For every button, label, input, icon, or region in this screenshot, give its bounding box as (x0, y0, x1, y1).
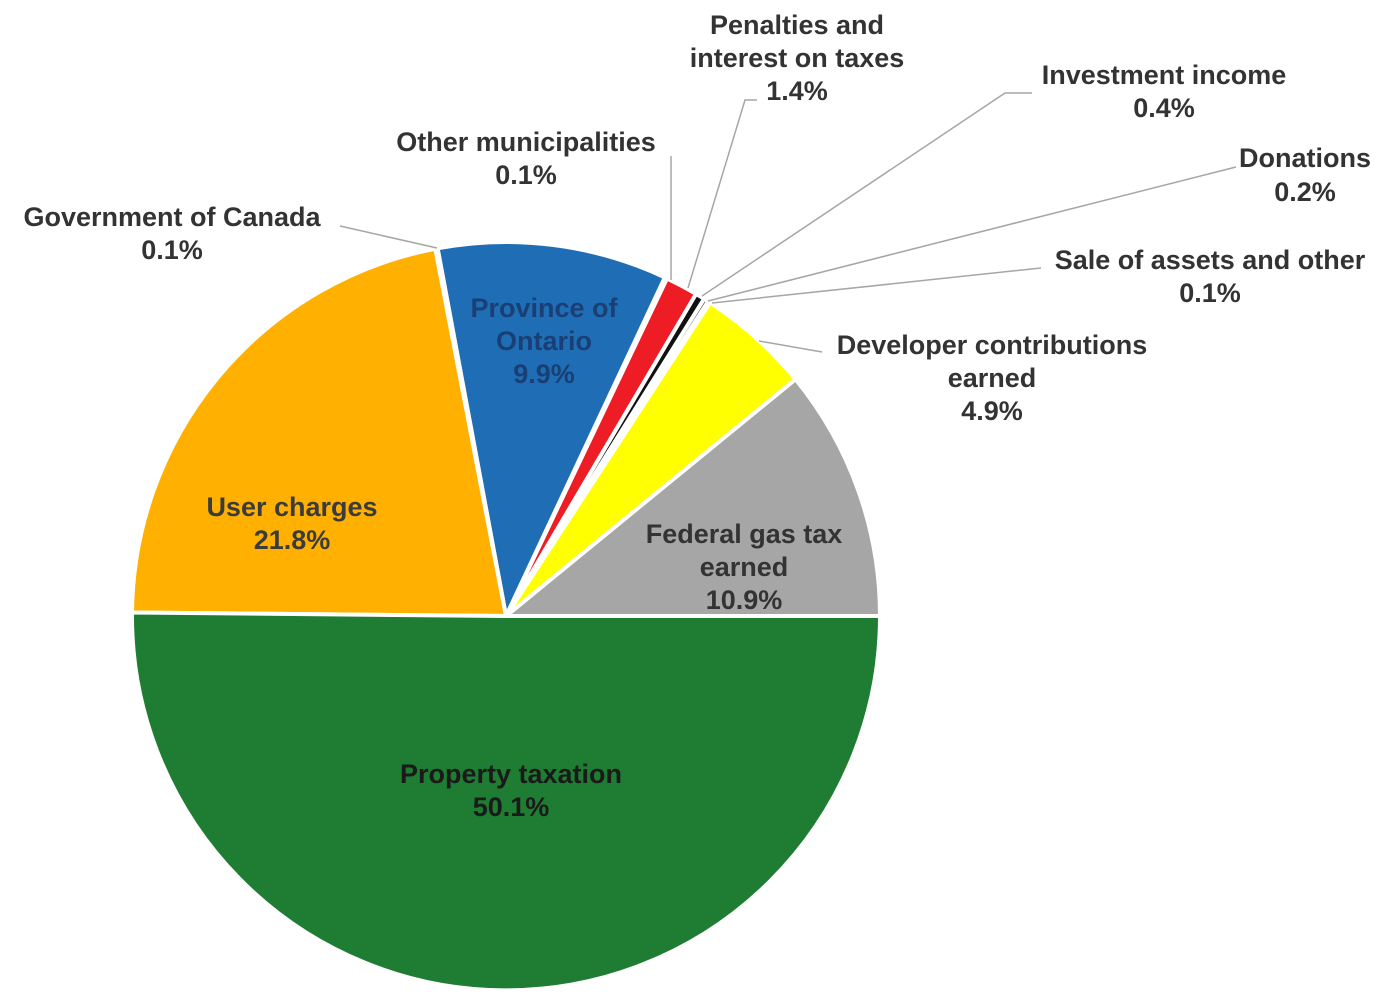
slice-value-label: 0.1% (141, 235, 203, 265)
pie-slice-user-charges (130, 246, 508, 618)
pie-slice-federal-gas-tax-earned (504, 377, 882, 618)
slice-category-label: interest on taxes (690, 43, 905, 73)
slice-value-label: 9.9% (513, 359, 575, 389)
slice-value-label: 50.1% (473, 792, 550, 822)
pie-slice-province-of-ontario (435, 240, 667, 618)
slice-value-label: 0.1% (1179, 278, 1241, 308)
slice-category-label: Penalties and (710, 10, 884, 40)
leader-line-sale-of-assets-and-other (711, 267, 1042, 304)
slice-category-label: User charges (206, 492, 377, 522)
leader-line-penalties-and-interest-on-taxes (687, 99, 757, 289)
slice-value-label: 0.1% (495, 160, 557, 190)
slice-value-label: 0.2% (1274, 177, 1336, 207)
slice-category-label: Investment income (1042, 60, 1287, 90)
data-label-province-of-ontario: Province of Ontario 9.9% (470, 293, 618, 389)
data-label-property-taxation: Property taxation 50.1% (400, 759, 622, 822)
data-label-other-municipalities: Other municipalities 0.1% (396, 127, 656, 190)
data-label-penalties-and-interest-on-taxes: Penalties and interest on taxes 1.4% (690, 10, 905, 106)
data-label-user-charges: User charges 21.8% (206, 492, 377, 555)
slice-category-label: earned (948, 363, 1037, 393)
slice-category-label: Ontario (496, 326, 592, 356)
slice-category-label: Other municipalities (396, 127, 656, 157)
slices-layer (130, 240, 882, 993)
slice-category-label: Government of Canada (23, 202, 321, 232)
leader-line-investment-income (701, 92, 1032, 297)
slice-category-label: Property taxation (400, 759, 622, 789)
leader-lines-layer (339, 92, 1237, 353)
slice-category-label: Developer contributions (837, 330, 1148, 360)
labels-layer: Federal gas tax earned 10.9%Developer cont… (23, 10, 1371, 822)
data-label-federal-gas-tax-earned: Federal gas tax earned 10.9% (646, 519, 843, 615)
data-label-developer-contributions-earned: Developer contributions earned 4.9% (837, 330, 1148, 426)
leader-line-donations (707, 166, 1237, 302)
slice-category-label: earned (700, 552, 789, 582)
data-label-sale-of-assets-and-other: Sale of assets and other 0.1% (1055, 245, 1366, 308)
slice-value-label: 10.9% (706, 585, 783, 615)
leader-line-developer-contributions-earned (758, 340, 823, 353)
slice-value-label: 0.4% (1133, 93, 1195, 123)
slice-category-label: Donations (1239, 143, 1371, 173)
data-label-donations: Donations 0.2% (1239, 143, 1371, 207)
data-label-investment-income: Investment income 0.4% (1042, 60, 1287, 123)
slice-value-label: 1.4% (766, 76, 828, 106)
data-label-government-of-canada: Government of Canada 0.1% (23, 202, 321, 265)
slice-value-label: 21.8% (254, 525, 331, 555)
slice-value-label: 4.9% (961, 396, 1023, 426)
slice-category-label: Sale of assets and other (1055, 245, 1366, 275)
slice-category-label: Federal gas tax (646, 519, 843, 549)
leader-line-government-of-canada (339, 225, 438, 249)
slice-category-label: Province of (470, 293, 618, 323)
